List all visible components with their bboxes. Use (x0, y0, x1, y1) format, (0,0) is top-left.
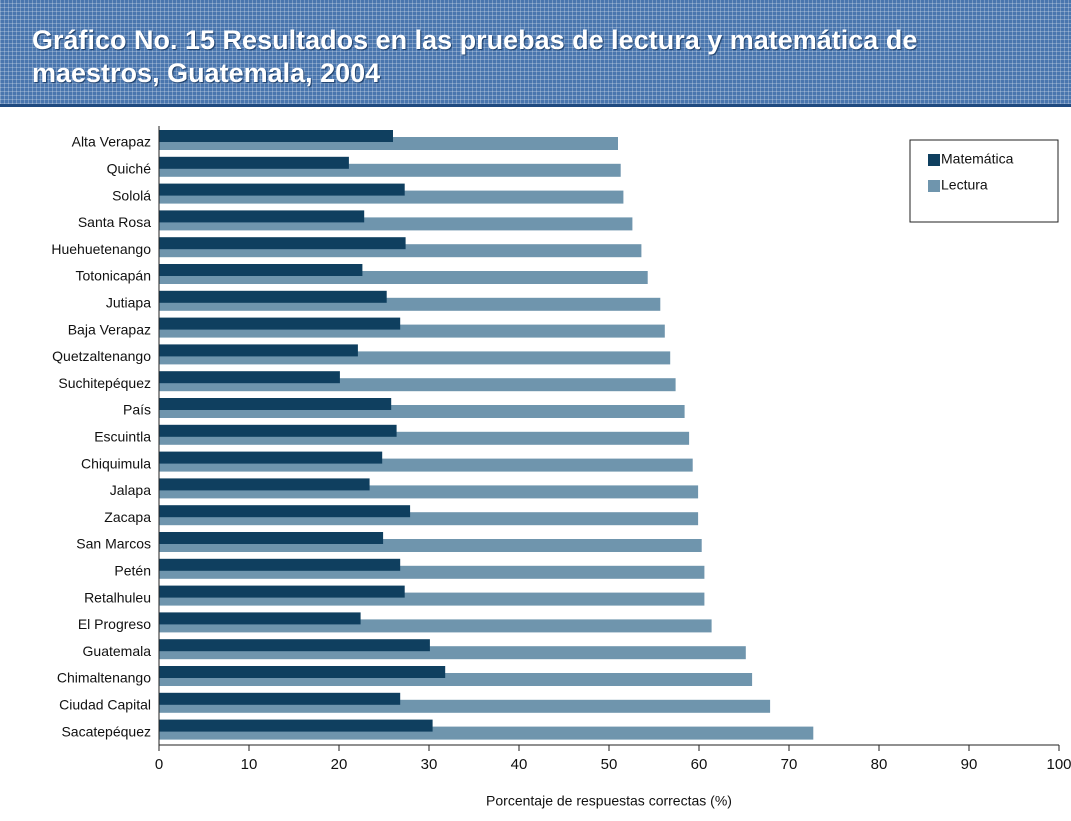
x-tick-label: 50 (601, 756, 618, 773)
y-tick-label: Santa Rosa (78, 214, 151, 230)
bar (159, 317, 401, 330)
y-tick-label: Alta Verapaz (72, 134, 151, 150)
y-tick-label: Petén (114, 563, 151, 579)
x-tick-label: 40 (511, 756, 528, 773)
bar (159, 585, 405, 598)
y-tick-label: Huehuetenango (51, 241, 151, 257)
x-axis-label: Porcentaje de respuestas correctas (%) (486, 793, 732, 809)
y-tick-label: San Marcos (76, 536, 151, 552)
legend-label: Matemática (941, 151, 1014, 167)
bar (159, 344, 358, 357)
y-tick-label: País (123, 402, 151, 418)
y-tick-label: Suchitepéquez (58, 375, 151, 391)
title-banner: Gráfico No. 15 Resultados en las pruebas… (0, 0, 1071, 107)
x-tick-label: 10 (241, 756, 258, 773)
bar (159, 290, 387, 303)
x-tick-label: 60 (691, 756, 708, 773)
x-tick-label: 100 (1046, 756, 1071, 773)
x-tick-label: 70 (781, 756, 798, 773)
bar (159, 237, 406, 250)
y-tick-label: Escuintla (94, 429, 151, 445)
y-tick-label: Chiquimula (81, 455, 151, 471)
legend-swatch (928, 180, 940, 192)
y-tick-label: Baja Verapaz (68, 321, 151, 337)
y-tick-label: Retalhuleu (84, 589, 151, 605)
bar (159, 210, 365, 223)
bar (159, 398, 392, 410)
x-tick-label: 80 (871, 756, 888, 773)
bar (159, 639, 430, 652)
y-tick-label: Sacatepéquez (61, 723, 151, 739)
y-tick-label: Sololá (112, 187, 151, 203)
bar (159, 451, 383, 464)
bar (159, 183, 405, 196)
y-tick-label: El Progreso (78, 616, 151, 632)
chart-title: Gráfico No. 15 Resultados en las pruebas… (32, 25, 918, 88)
bar (159, 130, 393, 142)
bar (159, 666, 446, 678)
y-tick-label: Ciudad Capital (59, 697, 151, 713)
y-tick-label: Jalapa (110, 482, 151, 498)
bar (159, 505, 411, 518)
y-tick-label: Chimaltenango (57, 670, 151, 686)
y-tick-label: Totonicapán (75, 268, 151, 284)
bar (159, 371, 340, 384)
bar (159, 156, 349, 169)
y-tick-label: Quiché (107, 161, 152, 177)
bar (159, 612, 361, 625)
bar (159, 558, 401, 571)
bar (159, 478, 370, 491)
legend-swatch (928, 154, 940, 166)
y-tick-label: Jutiapa (106, 295, 151, 311)
bar (159, 264, 363, 276)
x-tick-label: 30 (421, 756, 438, 773)
x-tick-label: 20 (331, 756, 348, 773)
bar (159, 719, 433, 732)
legend-label: Lectura (941, 177, 988, 193)
y-tick-label: Quetzaltenango (52, 348, 151, 364)
bar (159, 424, 397, 437)
bar (159, 532, 384, 544)
x-tick-label: 0 (155, 756, 163, 773)
bar (159, 692, 401, 705)
y-tick-label: Zacapa (104, 509, 151, 525)
y-tick-label: Guatemala (83, 643, 152, 659)
x-tick-label: 90 (961, 756, 978, 773)
